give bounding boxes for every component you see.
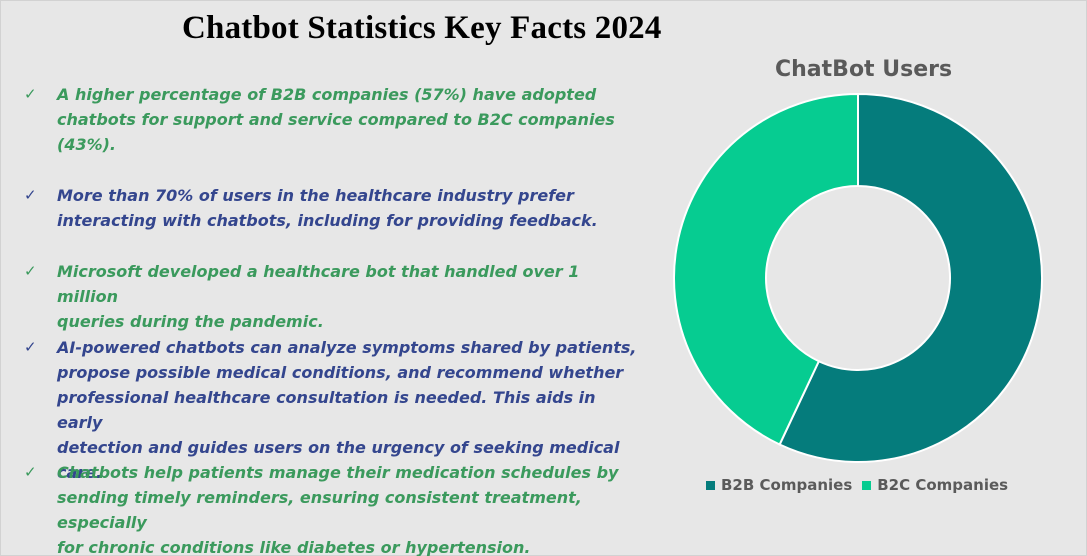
checkmark-icon: ✓ <box>24 338 37 356</box>
legend-label: B2B Companies <box>721 476 853 494</box>
chart-legend: B2B Companies B2C Companies <box>706 476 1018 494</box>
page-title: Chatbot Statistics Key Facts 2024 <box>182 10 662 46</box>
legend-label: B2C Companies <box>877 476 1009 494</box>
donut-slice-b2b-companies <box>778 92 1043 463</box>
fact-text: Microsoft developed a healthcare bot tha… <box>57 262 580 331</box>
facts-list: ✓ A higher percentage of B2B companies (… <box>24 85 637 556</box>
legend-item-b2b: B2B Companies <box>706 476 852 494</box>
fact-text: Chatbots help patients manage their medi… <box>57 463 619 556</box>
legend-swatch <box>862 480 872 490</box>
legend-item-b2c: B2C Companies <box>862 476 1008 494</box>
legend-swatch <box>706 480 715 490</box>
fact-text: More than 70% of users in the healthcare… <box>57 186 598 230</box>
chart-title: ChatBot Users <box>775 57 953 82</box>
checkmark-icon: ✓ <box>24 186 37 204</box>
checkmark-icon: ✓ <box>24 262 37 280</box>
fact-text: A higher percentage of B2B companies (57… <box>57 85 615 154</box>
checkmark-icon: ✓ <box>24 463 37 481</box>
fact-text: AI-powered chatbots can analyze symptoms… <box>57 338 637 482</box>
checkmark-icon: ✓ <box>24 85 37 103</box>
donut-slice-b2c-companies <box>673 92 859 446</box>
